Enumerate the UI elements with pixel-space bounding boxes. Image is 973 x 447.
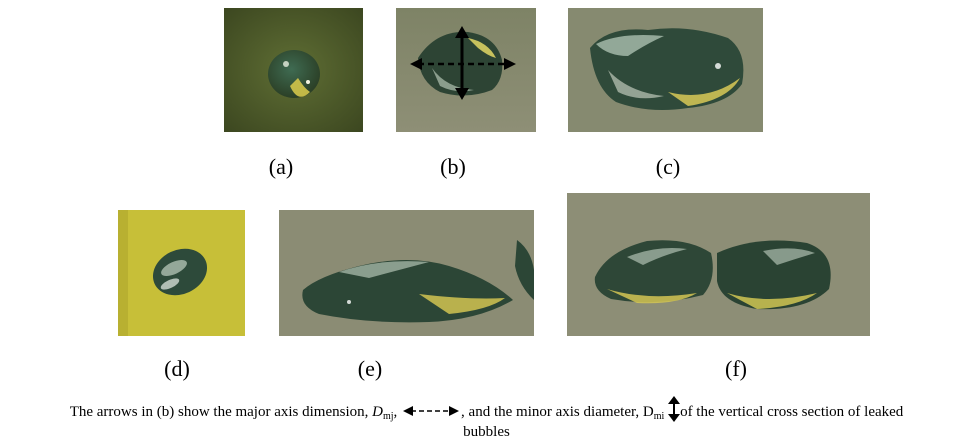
panel-label-a: (a) (268, 154, 294, 179)
photo-panel-f (567, 193, 870, 336)
bubble-photo-f (567, 193, 870, 336)
bubble-photo-c (568, 8, 763, 132)
minor-axis-arrow-icon (668, 396, 681, 429)
panel-label-d: (d) (164, 356, 190, 381)
dmj-separator: , (393, 403, 398, 420)
bubble-photo-a (224, 8, 363, 132)
dmj-symbol: D (372, 403, 383, 420)
caption-after-major-arrow: , and the minor axis diameter, (461, 403, 643, 420)
photo-panel-a (224, 8, 363, 132)
caption-prefix: The arrows in (b) show the major axis di… (69, 403, 373, 420)
photo-panel-b (396, 8, 536, 132)
bubble-photo-e (279, 210, 534, 336)
photo-panel-d (118, 210, 245, 336)
bubble-photo-b (396, 8, 536, 132)
dmi-symbol: D (642, 403, 654, 420)
figure-caption-line1: The arrows in (b) show the major axis di… (0, 396, 973, 429)
dmj-subscript: mj (382, 410, 394, 422)
photo-panel-e (279, 210, 534, 336)
panel-label-e: (e) (357, 356, 383, 381)
dmi-subscript: mi (653, 410, 665, 422)
panel-label-c: (c) (655, 154, 681, 179)
photo-panel-c (568, 8, 763, 132)
panel-label-f: (f) (725, 356, 747, 381)
figure-caption-line2: bubbles (463, 424, 510, 440)
major-axis-arrow-icon (401, 402, 461, 424)
caption-suffix: of the vertical cross section of leaked (680, 403, 904, 420)
panel-label-b: (b) (440, 154, 466, 179)
minor-axis-arrow (455, 26, 469, 100)
bubble-photo-d (118, 210, 245, 336)
